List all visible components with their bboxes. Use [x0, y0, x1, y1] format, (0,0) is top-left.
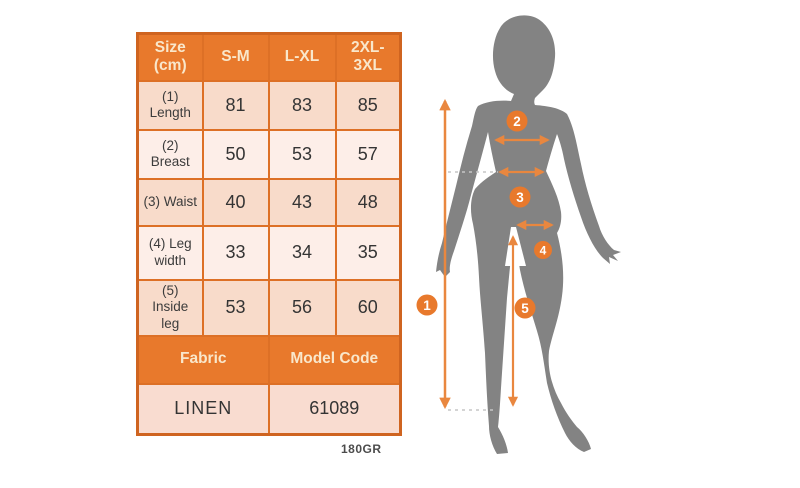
value-inside-leg-sm: 53 [201, 278, 270, 337]
row-label-leg-width: (4) Leg width [136, 224, 204, 281]
value-length-2xl3xl: 85 [334, 79, 402, 131]
value-leg-width-2xl3xl: 35 [334, 224, 402, 281]
value-waist-2xl3xl: 48 [334, 177, 402, 227]
row-label-waist: (3) Waist [136, 177, 204, 227]
table-row-length: (1) Length 81 83 85 [136, 79, 402, 131]
model-code-header: Model Code [267, 334, 402, 385]
value-breast-2xl3xl: 57 [334, 128, 402, 180]
table-row-waist: (3) Waist 40 43 48 [136, 177, 402, 227]
row-label-length: (1) Length [136, 79, 204, 131]
size-unit-header: Size (cm) [136, 32, 204, 82]
row-label-breast: (2) Breast [136, 128, 204, 180]
measure-marker-2: 2 [506, 110, 528, 132]
value-length-sm: 81 [201, 79, 270, 131]
svg-text:2: 2 [513, 114, 521, 129]
value-length-lxl: 83 [267, 79, 337, 131]
table-row-leg-width: (4) Leg width 33 34 35 [136, 224, 402, 281]
measure-marker-1: 1 [416, 294, 438, 316]
value-inside-leg-lxl: 56 [267, 278, 337, 337]
svg-text:1: 1 [423, 298, 431, 313]
row-label-inside-leg: (5) Inside leg [136, 278, 204, 337]
value-inside-leg-2xl3xl: 60 [334, 278, 402, 337]
measure-marker-3: 3 [509, 186, 531, 208]
measure-marker-5: 5 [514, 297, 536, 319]
column-header-s-m: S-M [201, 32, 270, 82]
fabric-value: LINEN [136, 382, 270, 436]
value-waist-lxl: 43 [267, 177, 337, 227]
measure-marker-4: 4 [534, 241, 552, 259]
value-breast-lxl: 53 [267, 128, 337, 180]
column-header-2xl-3xl: 2XL- 3XL [334, 32, 402, 82]
table-row-breast: (2) Breast 50 53 57 [136, 128, 402, 180]
column-header-l-xl: L-XL [267, 32, 337, 82]
value-leg-width-lxl: 34 [267, 224, 337, 281]
value-leg-width-sm: 33 [201, 224, 270, 281]
measurement-figure-diagram: 1 2 3 4 5 [416, 15, 621, 455]
value-breast-sm: 50 [201, 128, 270, 180]
weight-note: 180GR [341, 442, 382, 456]
svg-text:5: 5 [521, 301, 529, 316]
fabric-header: Fabric [136, 334, 270, 385]
svg-text:3: 3 [516, 190, 524, 205]
size-table: Size (cm) S-M L-XL 2XL- 3XL (1) Length 8… [136, 32, 402, 436]
body-silhouette [436, 15, 621, 455]
svg-text:4: 4 [540, 243, 547, 257]
value-waist-sm: 40 [201, 177, 270, 227]
model-code-value: 61089 [267, 382, 402, 436]
table-row-inside-leg: (5) Inside leg 53 56 60 [136, 278, 402, 337]
